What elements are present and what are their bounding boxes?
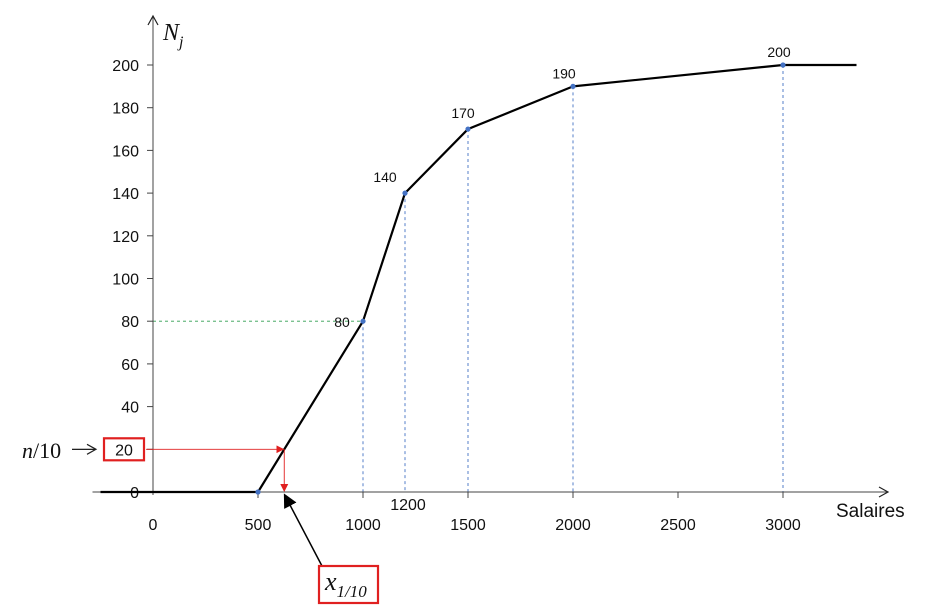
y-tick-label-0: 0 — [130, 485, 139, 502]
y-axis-title-sub: j — [177, 34, 184, 51]
data-point-2000 — [570, 83, 576, 89]
x-tick-label-2500: 2500 — [660, 517, 696, 534]
annotations: n/10 20 x1/10 — [22, 437, 380, 605]
data-point-1000 — [360, 318, 366, 324]
y-tick-label-160: 160 — [112, 143, 139, 160]
data-point-500 — [255, 489, 261, 495]
data-label-1000: 80 — [334, 314, 350, 330]
x-tick-label-1200: 1200 — [390, 497, 426, 514]
data-label-3000: 200 — [767, 44, 791, 60]
series-polyline — [100, 63, 857, 494]
n-over-10-label: n/10 — [22, 438, 61, 463]
data-point-1200 — [402, 190, 408, 196]
data-point-1500 — [465, 126, 471, 132]
y-tick-label-200: 200 — [112, 58, 139, 75]
decile-label: x1/10 — [324, 567, 367, 601]
x-axis-title: Salaires — [836, 501, 905, 522]
y-tick-label-100: 100 — [112, 272, 139, 289]
data-point-3000 — [780, 62, 786, 68]
decile-label-main: x — [324, 567, 337, 596]
series-line — [100, 63, 857, 494]
data-label-1500: 170 — [451, 105, 475, 121]
x-tick-label-0: 0 — [149, 517, 158, 534]
y-tick-label-40: 40 — [121, 400, 139, 417]
n-over-10-rest: /10 — [33, 438, 61, 463]
y-tick-label-180: 180 — [112, 101, 139, 118]
x-tick-label-3000: 3000 — [765, 517, 801, 534]
y-tick-label-60: 60 — [121, 357, 139, 374]
n-over-10-box — [102, 437, 146, 462]
y-tick-label-140: 140 — [112, 186, 139, 203]
y-axis-title: Nj — [162, 20, 184, 51]
x-tick-label-2000: 2000 — [555, 517, 591, 534]
guide-lines — [153, 65, 784, 492]
x-tick-label-500: 500 — [245, 517, 272, 534]
n-over-10-n: n — [22, 438, 33, 463]
y-tick-label-120: 120 — [112, 229, 139, 246]
data-label-2000: 190 — [552, 65, 576, 81]
data-points: 80 140 170 190 200 — [255, 44, 791, 495]
decile-label-sub: 1/10 — [337, 582, 368, 601]
x-tick-label-1500: 1500 — [450, 517, 486, 534]
n-over-10-value: 20 — [115, 442, 133, 459]
decile-pointer-arrow — [283, 493, 323, 567]
y-axis-title-main: N — [162, 20, 181, 46]
data-label-1200: 140 — [373, 169, 397, 185]
decile-box — [317, 564, 380, 605]
axes — [92, 14, 890, 498]
y-tick-label-80: 80 — [121, 314, 139, 331]
x-tick-label-1000: 1000 — [345, 517, 381, 534]
